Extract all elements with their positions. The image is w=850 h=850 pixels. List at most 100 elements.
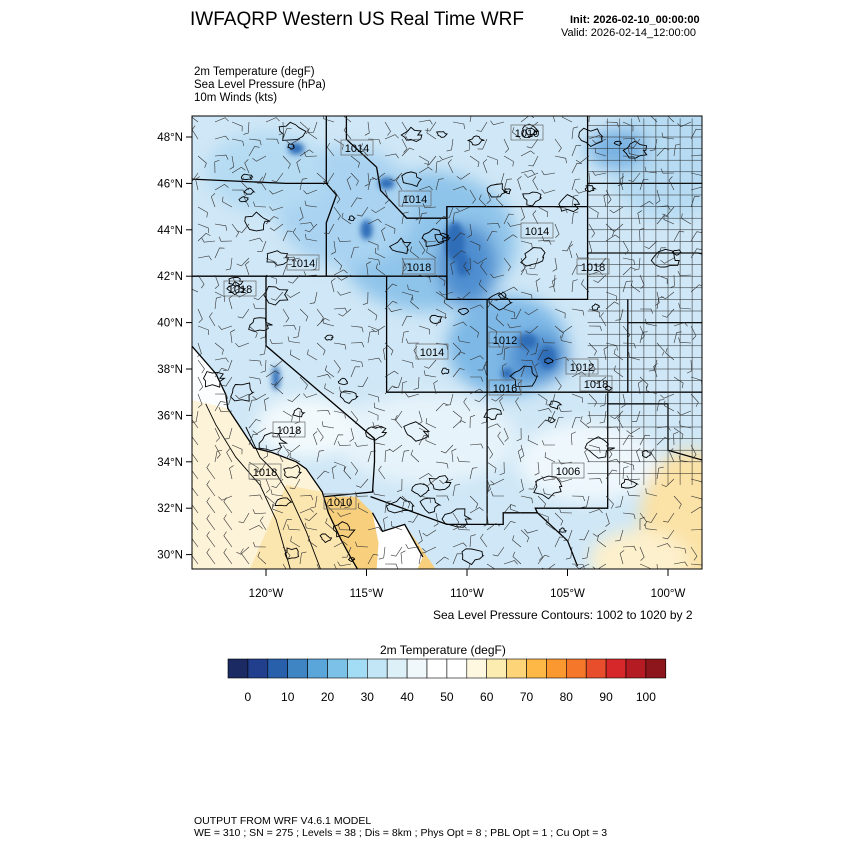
wind-barb [592, 529, 607, 537]
wind-barb [677, 270, 692, 276]
pressure-contour [347, 215, 356, 222]
wind-barb [316, 374, 331, 379]
wind-barb [355, 541, 369, 548]
wind-barb [656, 296, 664, 310]
wind-barb [418, 240, 426, 255]
wind-barb [622, 466, 629, 480]
wind-barb [389, 172, 403, 182]
wind-barb [223, 514, 233, 531]
wind-barb [549, 274, 556, 288]
pressure-contour [486, 183, 508, 198]
lat-label: 42°N [157, 271, 183, 283]
wind-barb [248, 478, 262, 486]
wind-barb [605, 495, 614, 509]
wind-barb [537, 206, 549, 218]
wind-barb [286, 255, 301, 261]
wind-barb [480, 261, 488, 276]
wind-barb [639, 516, 645, 530]
field-label-pressure: Sea Level Pressure (hPa) [194, 79, 326, 91]
pressure-contour [403, 421, 431, 442]
wind-barb [452, 211, 460, 225]
wind-barb [588, 325, 602, 332]
pressure-labels: 1010 1014 1014 1014 1014 1018 1018 1012 1018 1014… [223, 124, 613, 510]
wind-barb [367, 450, 377, 463]
wind-barb [192, 446, 199, 463]
wind-barb [350, 155, 360, 168]
wind-barb [197, 223, 209, 233]
wind-barbs [192, 116, 702, 569]
pressure-contour [389, 237, 412, 255]
pressure-contour [400, 126, 423, 142]
wind-barb [270, 376, 284, 386]
wind-barb [299, 149, 314, 157]
wind-barb [470, 376, 484, 382]
temperature-blob [336, 393, 517, 484]
lat-label: 48°N [157, 132, 183, 144]
colorbar-swatch [287, 658, 308, 679]
wind-barb [486, 444, 494, 459]
wind-barb [299, 495, 314, 501]
wind-barb [650, 116, 658, 123]
pressure-label: 1018 [228, 284, 252, 296]
wind-barb [678, 337, 692, 344]
wind-barb [265, 370, 280, 378]
wind-barb [257, 240, 267, 252]
pressure-contour [319, 533, 333, 544]
wind-barb [452, 186, 467, 191]
wind-barb [248, 419, 261, 429]
wind-barb [237, 223, 250, 233]
plot-title: IWFAQRP Western US Real Time WRF [190, 9, 524, 30]
pressure-contour [243, 187, 256, 195]
wind-barb [592, 563, 607, 569]
wind-barb [423, 359, 437, 369]
wind-barb [520, 342, 530, 356]
wind-barb [503, 138, 510, 153]
wind-barb [486, 484, 495, 497]
wind-barb [495, 172, 505, 185]
wind-barb [384, 449, 391, 463]
wind-barb [452, 250, 466, 259]
wind-barb [622, 512, 636, 520]
wind-barb [486, 299, 498, 310]
wind-barb [197, 308, 203, 323]
wind-barb [257, 551, 267, 565]
pressure-contour [411, 483, 430, 498]
pressure-contour [419, 497, 442, 514]
wind-barb [451, 448, 457, 463]
wind-barb [231, 444, 243, 455]
wind-barb [473, 257, 488, 265]
wind-barb [520, 150, 535, 157]
wind-barb [384, 283, 398, 293]
wind-barb [545, 410, 556, 422]
wind-barb [337, 561, 352, 567]
wind-barb [408, 512, 420, 523]
wind-barb [656, 247, 667, 259]
wind-barb [253, 303, 267, 310]
wind-barb [527, 435, 539, 446]
wind-barb [357, 376, 369, 388]
colorbar-swatch [366, 658, 388, 679]
wind-barb [355, 478, 369, 488]
wind-barb [600, 312, 607, 327]
wind-barb [269, 206, 284, 211]
wind-barb [350, 342, 365, 348]
wind-barb [655, 189, 661, 204]
wind-barb [401, 121, 409, 136]
wind-barb [486, 223, 501, 229]
wind-barb [690, 128, 702, 140]
wind-barb [534, 461, 540, 476]
wind-barb [338, 308, 352, 317]
wind-barb [516, 427, 522, 442]
wind-barb [253, 201, 267, 208]
wind-barb [337, 291, 352, 296]
wind-barb [605, 301, 619, 310]
wind-barb [655, 291, 660, 306]
wind-barb [656, 205, 671, 211]
wind-barb [524, 308, 539, 316]
wind-barb [656, 466, 664, 480]
wind-barb [520, 240, 533, 249]
wind-barb [605, 342, 618, 351]
wind-barb [367, 393, 380, 403]
wind-barb [469, 388, 484, 395]
wind-barb [214, 444, 221, 459]
